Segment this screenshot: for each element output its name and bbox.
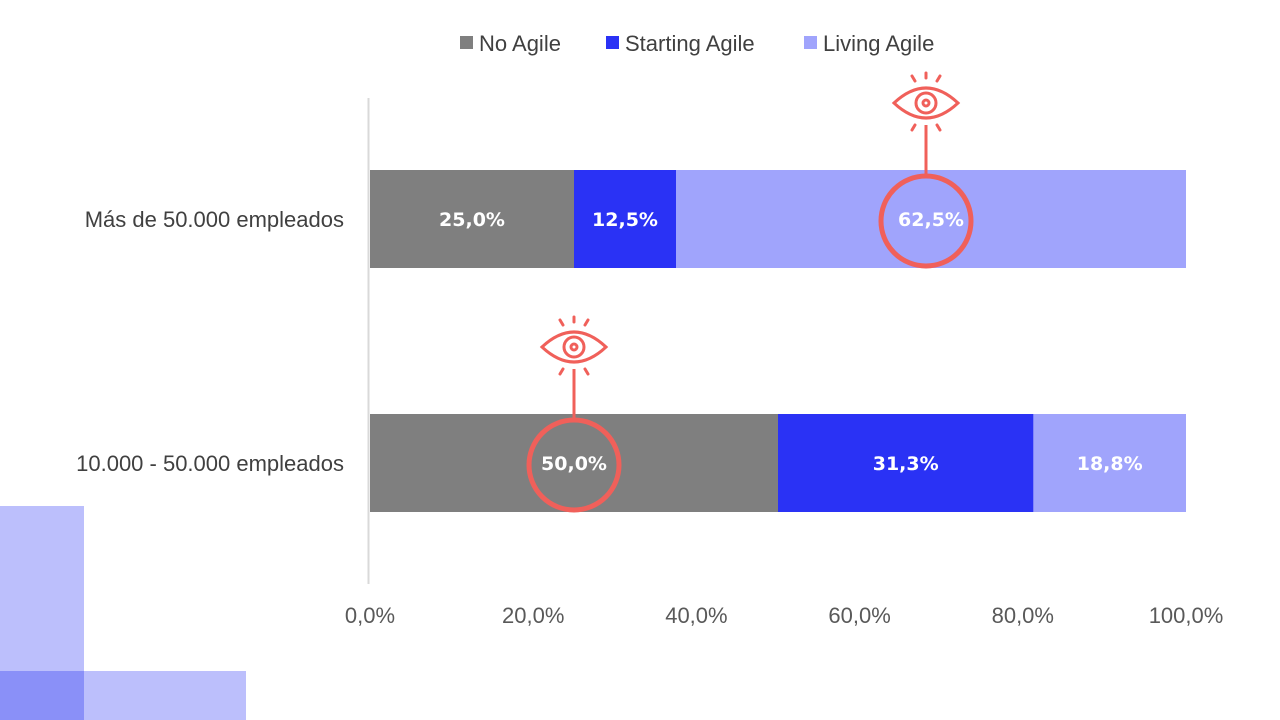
legend: No Agile Starting Agile Living Agile (460, 31, 934, 56)
eye-icon (539, 315, 609, 376)
category-label: 10.000 - 50.000 empleados (76, 451, 344, 476)
data-label: 25,0% (439, 209, 505, 231)
data-label: 18,8% (1077, 453, 1143, 475)
bar-segment (778, 414, 1034, 512)
legend-swatch (804, 36, 817, 49)
eye-ray (910, 74, 917, 83)
x-tick-label: 0,0% (345, 603, 395, 628)
eye-outline (539, 330, 609, 364)
x-tick-label: 40,0% (665, 603, 727, 628)
eye-annotation (526, 315, 622, 513)
eye-ray (558, 367, 565, 376)
bar-segment (574, 170, 676, 268)
legend-label: Living Agile (823, 31, 934, 56)
eye-pupil (569, 342, 579, 352)
bar-segment (1033, 414, 1186, 512)
legend-swatch (460, 36, 473, 49)
category-label: Más de 50.000 empleados (85, 207, 344, 232)
eye-ray (583, 318, 590, 327)
eye-ray (935, 123, 942, 132)
legend-swatch (606, 36, 619, 49)
eye-pupil (921, 98, 931, 108)
bar-segment (370, 414, 778, 512)
data-label: 31,3% (873, 453, 939, 475)
eye-ray (583, 367, 590, 376)
eye-iris (562, 335, 586, 359)
x-tick-label: 80,0% (992, 603, 1054, 628)
eye-annotation (878, 71, 974, 269)
bar-segment (676, 170, 1186, 268)
eye-outline (891, 86, 961, 120)
legend-label: No Agile (479, 31, 561, 56)
data-label: 62,5% (898, 209, 964, 231)
eye-ray (558, 318, 565, 327)
data-label: 50,0% (541, 453, 607, 475)
x-tick-label: 100,0% (1149, 603, 1224, 628)
x-tick-label: 60,0% (828, 603, 890, 628)
x-tick-label: 20,0% (502, 603, 564, 628)
legend-label: Starting Agile (625, 31, 755, 56)
eye-iris (914, 91, 938, 115)
eye-ray (910, 123, 917, 132)
eye-ray (935, 74, 942, 83)
data-label: 12,5% (592, 209, 658, 231)
eye-icon (891, 71, 961, 132)
bar-segment (370, 170, 574, 268)
decor-square-bottom (84, 671, 246, 720)
decor-square-overlap (0, 671, 84, 720)
